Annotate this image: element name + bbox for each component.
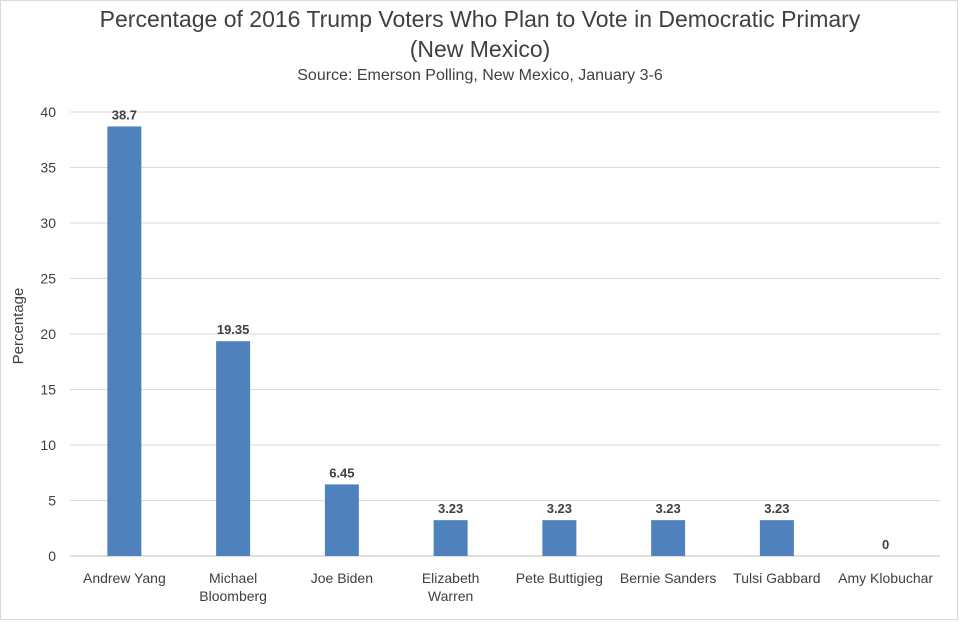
x-tick-label: Elizabeth	[422, 570, 480, 586]
x-tick-label: Warren	[428, 588, 473, 604]
y-tick-label: 5	[48, 493, 56, 509]
x-tick-label: Michael	[209, 570, 257, 586]
bar	[759, 520, 794, 556]
y-axis-ticks: 0 5 10 15 20 25 30 35 40	[40, 104, 56, 564]
x-tick-label: Joe Biden	[311, 570, 373, 586]
data-label: 38.7	[112, 107, 137, 122]
x-tick-label: Bloomberg	[199, 588, 267, 604]
bar	[107, 126, 142, 557]
bar	[542, 520, 577, 556]
chart-title: Percentage of 2016 Trump Voters Who Plan…	[99, 6, 861, 32]
bar	[324, 484, 359, 556]
x-tick-label: Amy Klobuchar	[838, 570, 933, 586]
category-labels: Andrew Yang Michael Bloomberg Joe Biden Eliz…	[83, 570, 933, 604]
x-tick-label: Pete Buttigieg	[516, 570, 603, 586]
y-tick-label: 40	[40, 104, 56, 120]
data-label: 3.23	[438, 501, 463, 516]
y-tick-label: 25	[40, 271, 56, 287]
data-label: 3.23	[655, 501, 680, 516]
y-tick-label: 15	[40, 382, 56, 398]
x-tick-label: Bernie Sanders	[620, 570, 717, 586]
y-tick-label: 20	[40, 326, 56, 342]
chart-subtitle: Source: Emerson Polling, New Mexico, Jan…	[297, 67, 663, 84]
x-tick-label: Andrew Yang	[83, 570, 166, 586]
y-tick-label: 10	[40, 437, 56, 453]
y-tick-label: 35	[40, 160, 56, 176]
data-label: 19.35	[217, 322, 250, 337]
y-tick-label: 0	[48, 548, 56, 564]
data-labels: 38.7 19.35 6.45 3.23 3.23 3.23 3.23 0	[112, 107, 890, 552]
bar	[216, 341, 251, 556]
gridlines	[70, 111, 940, 557]
data-label: 3.23	[547, 501, 572, 516]
bar	[433, 520, 468, 556]
data-label: 0	[882, 537, 889, 552]
data-label: 3.23	[764, 501, 789, 516]
y-tick-label: 30	[40, 215, 56, 231]
data-label: 6.45	[329, 465, 354, 480]
chart-title-line2: (New Mexico)	[409, 36, 551, 62]
x-tick-label: Tulsi Gabbard	[733, 570, 820, 586]
y-axis-label: Percentage	[10, 288, 27, 365]
bar	[651, 520, 686, 556]
bars	[107, 126, 794, 557]
